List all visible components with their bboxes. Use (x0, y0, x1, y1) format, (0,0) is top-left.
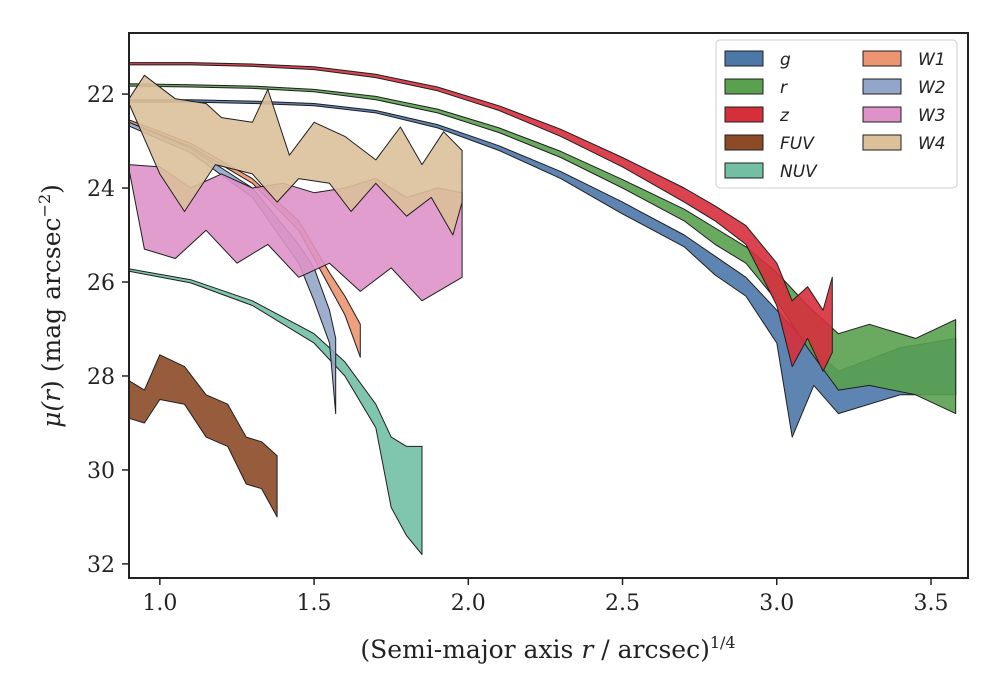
y-tick-label: 28 (87, 365, 115, 390)
x-tick-label: 1.5 (297, 591, 332, 616)
band-fuv (128, 354, 278, 518)
legend-swatch (862, 50, 902, 67)
plot-frame (128, 32, 969, 579)
legend-box (715, 39, 958, 189)
x-tick-label: 1.0 (142, 591, 177, 616)
legend-swatch (724, 78, 764, 95)
band-w3 (128, 164, 463, 302)
y-tick-label: 22 (87, 83, 115, 108)
band-r (128, 83, 957, 415)
band-w4 (128, 74, 463, 236)
legend-swatch (862, 134, 902, 151)
x-tick-label: 2.5 (605, 591, 640, 616)
x-tick-label: 3.5 (913, 591, 948, 616)
legend-label: W2 (918, 78, 946, 98)
legend-label: r (780, 78, 788, 98)
legend-label: W4 (918, 134, 946, 154)
y-axis-label: μ(r) (mag arcsec−2) (35, 184, 66, 428)
band-z (128, 62, 833, 372)
y-tick-label: 24 (87, 177, 115, 202)
legend-swatch (724, 134, 764, 151)
band-nuv (128, 268, 423, 555)
x-tick-label: 2.0 (451, 591, 486, 616)
y-tick-label: 30 (87, 459, 115, 484)
legend-label: FUV (780, 134, 815, 154)
legend-swatch (862, 78, 902, 95)
legend-label: W1 (918, 50, 946, 70)
legend-label: g (780, 50, 791, 70)
x-axis-label: (Semi-major axis r / arcsec)1/4 (360, 633, 735, 664)
legend-swatch (862, 106, 902, 123)
legend-label: z (779, 106, 790, 126)
y-tick-label: 26 (87, 271, 115, 296)
legend-label: W3 (918, 106, 946, 126)
y-tick-label: 32 (87, 553, 115, 578)
legend-swatch (724, 162, 764, 179)
legend-swatch (724, 50, 764, 67)
legend-label: NUV (780, 162, 818, 182)
legend-swatch (724, 106, 764, 123)
x-tick-label: 3.0 (759, 591, 794, 616)
